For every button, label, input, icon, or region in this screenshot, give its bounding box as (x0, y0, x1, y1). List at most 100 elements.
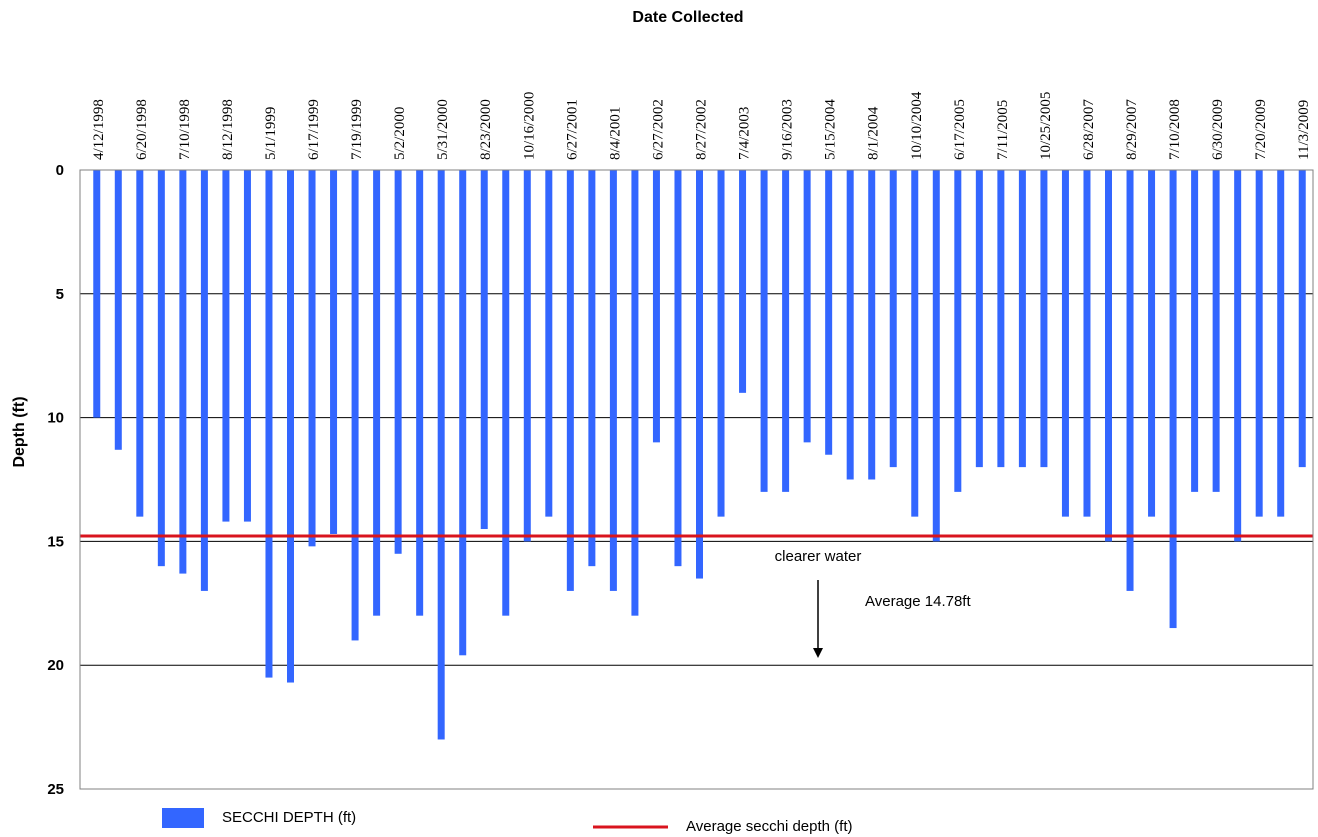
x-tick-label: 6/27/2002 (650, 99, 666, 160)
y-tick-label: 15 (47, 533, 64, 550)
bar (200, 170, 208, 591)
bar (1018, 170, 1026, 468)
bar (1169, 170, 1177, 629)
x-tick-label: 5/31/2000 (435, 99, 451, 160)
bar (114, 170, 122, 450)
y-tick-label: 5 (56, 286, 64, 303)
bar (868, 170, 876, 480)
average-label: Average 14.78ft (865, 593, 971, 610)
bar (480, 170, 488, 530)
bar (1126, 170, 1134, 591)
x-tick-label: 6/17/1999 (306, 99, 322, 160)
x-tick-label: 10/16/2000 (521, 92, 537, 160)
y-tick-label: 20 (47, 657, 64, 674)
bar (717, 170, 725, 517)
bar (287, 170, 294, 683)
bar (437, 170, 445, 740)
bar (373, 170, 381, 616)
x-tick-label: 5/15/2004 (823, 99, 839, 160)
x-tick-label: 7/11/2005 (995, 100, 1011, 160)
bar (889, 170, 897, 468)
bar (523, 170, 531, 542)
bar (222, 170, 230, 522)
bar (803, 170, 811, 443)
x-tick-label: 8/12/1998 (220, 99, 236, 160)
x-tick-label: 6/27/2001 (564, 99, 580, 160)
x-tick-label: 8/4/2001 (607, 107, 623, 160)
bar (1255, 170, 1263, 517)
x-tick-label: 7/19/1999 (349, 99, 365, 160)
x-tick-label: 4/12/1998 (91, 99, 107, 160)
x-tick-label: 11/3/2009 (1296, 100, 1312, 160)
bar (1040, 170, 1048, 468)
bar (351, 170, 359, 641)
plot-frame (79, 169, 1314, 790)
bar (739, 170, 747, 393)
x-tick-label: 7/20/2009 (1253, 99, 1269, 160)
bar (782, 170, 790, 492)
bar (157, 170, 165, 567)
bar (911, 170, 919, 517)
x-tick-label: 7/10/2008 (1167, 99, 1183, 160)
bar (394, 170, 402, 554)
bar (588, 170, 596, 567)
bar (997, 170, 1005, 468)
bar (975, 170, 983, 468)
bar (760, 170, 768, 492)
x-tick-label: 6/20/1998 (134, 99, 150, 160)
y-axis-label: Depth (ft) (11, 396, 28, 467)
clearer-water-label: clearer water (775, 548, 862, 565)
x-tick-label: 7/4/2003 (737, 107, 753, 160)
x-tick-label: 10/25/2005 (1038, 92, 1054, 160)
bar (674, 170, 682, 567)
legend-bar-label: SECCHI DEPTH (ft) (222, 809, 356, 826)
x-tick-label: 5/1/1999 (263, 107, 279, 160)
bar (1105, 170, 1112, 542)
bar (136, 170, 144, 517)
x-tick-label: 9/16/2003 (780, 99, 796, 160)
bar (825, 170, 833, 455)
bar (609, 170, 617, 591)
x-tick-label: 10/10/2004 (909, 91, 925, 160)
bar (330, 170, 338, 534)
legend-line-label: Average secchi depth (ft) (686, 818, 852, 835)
y-tick-label: 25 (47, 781, 64, 798)
bar (179, 170, 187, 574)
x-tick-label: 6/17/2005 (952, 99, 968, 160)
x-tick-label: 8/27/2002 (694, 99, 710, 160)
bar (932, 170, 940, 542)
y-tick-label: 0 (56, 162, 64, 179)
bar (1083, 170, 1091, 517)
bar (459, 170, 467, 656)
x-axis-ticks: 4/12/1998 6/20/1998 7/10/1998 8/12/1998 5/1/… (91, 91, 1312, 160)
legend-bar-swatch (162, 808, 204, 828)
bar (566, 170, 574, 591)
bar (1234, 170, 1242, 542)
bar (696, 170, 703, 579)
y-axis-ticks: 0 5 10 15 20 25 (47, 162, 64, 798)
chart-title: Date Collected (632, 9, 743, 26)
bar-series (93, 170, 1306, 740)
bar (93, 170, 101, 418)
arrow-head-icon (813, 648, 823, 658)
bar (545, 170, 553, 517)
bar (243, 170, 251, 522)
y-tick-label: 10 (47, 410, 64, 427)
bar (631, 170, 639, 616)
x-tick-label: 8/23/2000 (478, 99, 494, 160)
bar (265, 170, 273, 678)
bar (1212, 170, 1220, 492)
bar (502, 170, 510, 616)
bar (1277, 170, 1285, 517)
bar (1148, 170, 1156, 517)
x-tick-label: 8/29/2007 (1124, 99, 1140, 160)
bar (1191, 170, 1199, 492)
bar (954, 170, 962, 492)
bar (1061, 170, 1069, 517)
x-tick-label: 5/2/2000 (392, 107, 408, 160)
bar (1298, 170, 1306, 468)
x-tick-label: 6/30/2009 (1210, 99, 1226, 160)
bar (308, 170, 316, 547)
bar (846, 170, 854, 480)
